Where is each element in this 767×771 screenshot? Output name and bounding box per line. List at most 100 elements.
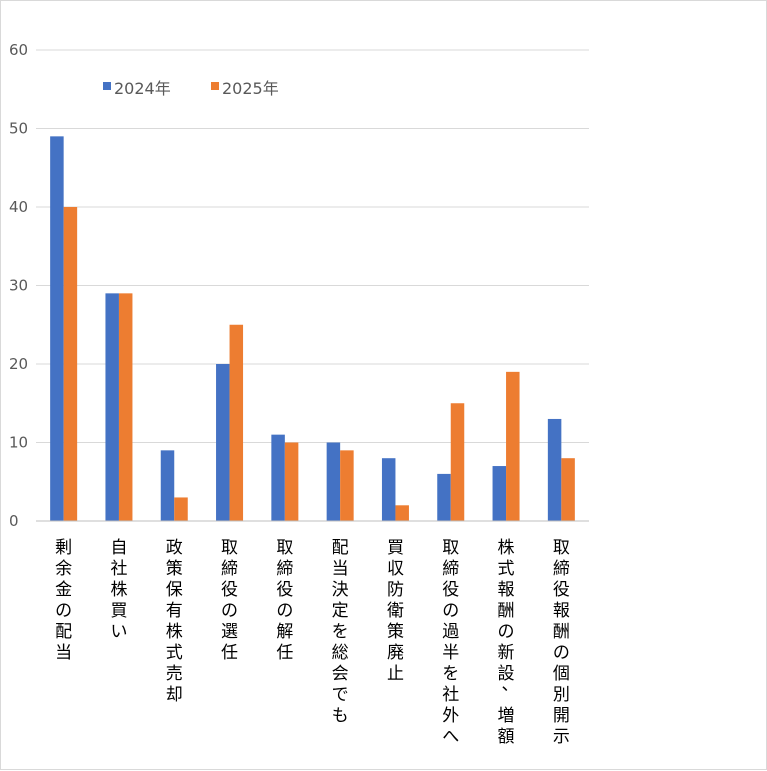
x-category-label-char: 有 [166,601,183,621]
x-category-label-char: 政 [166,538,183,558]
bar-series2-3 [229,324,244,521]
x-category-label-char: 任 [276,643,293,663]
bars [50,136,575,521]
x-category-label-char: 取 [221,538,238,558]
x-category-label-char: 策 [166,559,183,579]
x-category-label-char: 防 [387,580,404,600]
x-category-label-char: 個 [553,664,570,684]
x-category-label-char: 廃 [387,643,404,663]
x-category-label-char: 会 [332,664,349,684]
x-category-label-char: も [332,706,349,726]
legend-swatch [211,82,219,90]
x-category-label-char: 株 [166,622,183,642]
legend-swatch [103,82,111,90]
x-category-label-char: 締 [553,559,570,579]
y-tick-label: 60 [9,41,28,59]
x-category-label-char: 式 [498,559,515,579]
x-category-label-char: 役 [221,580,238,600]
x-category-label-char: 別 [553,685,570,705]
x-category-label-char: 締 [442,559,459,579]
x-category-label-char: 外 [442,706,459,726]
legend-label: 2024年 [114,79,171,98]
x-category-label-char: の [498,622,515,642]
x-category-label-char: の [55,601,72,621]
x-category-label-char: 式 [166,643,183,663]
x-category-label-char: 買 [387,538,404,558]
x-category-label-char: 買 [110,601,127,621]
legend-label: 2025年 [222,79,279,98]
x-category-label-char: 余 [55,559,72,579]
x-category-label-char: 社 [442,685,459,705]
x-category-label-char: 取 [442,538,459,558]
bar-series1-9 [547,418,562,521]
y-axis-tick-labels: 0 10 20 30 40 50 60 [9,41,28,530]
x-category-label-char: 示 [553,727,570,747]
x-axis-category-labels: 剰余金の配当自社株買い政策保有株式売却取締役の選任取締役の解任配当決定を総会でも… [55,538,570,747]
bar-series1-8 [492,466,507,521]
x-category-label-char: 定 [332,601,349,621]
x-category-label-char: 役 [553,580,570,600]
y-tick-label: 30 [9,277,28,295]
x-category-label-char: 報 [553,601,570,621]
x-category-label-char: 剰 [55,538,72,558]
x-category-label-char: 当 [55,643,72,663]
x-category-label-char: の [442,601,459,621]
y-tick-label: 10 [9,434,28,452]
x-category-label-char: 自 [110,538,127,558]
x-category-label-char: 開 [553,706,570,726]
x-category-label-char: 解 [276,622,293,642]
x-category-label-char: 策 [387,622,404,642]
bar-series1-5 [326,442,341,521]
x-category-label-char: 取 [276,538,293,558]
x-category-label-char: の [276,601,293,621]
bar-series2-4 [284,442,299,521]
x-category-label-char: 衛 [387,601,404,621]
x-category-label-char: 締 [221,559,238,579]
bar-series1-4 [271,434,285,521]
x-category-label-char: い [110,622,127,642]
x-category-label-char: 酬 [498,601,515,621]
x-category-label-char: 過 [442,622,459,642]
x-category-label-char: 株 [110,580,127,600]
x-category-label-char: 決 [332,580,349,600]
x-category-label-char: 当 [332,559,349,579]
x-category-label-char: 半 [442,643,459,663]
x-category-label-char: へ [442,727,459,747]
x-category-label-char: の [553,643,570,663]
x-category-label-char: 配 [55,622,72,642]
bar-series2-7 [450,403,465,521]
x-category-label-char: 却 [166,685,183,705]
bar-series2-2 [174,497,188,521]
x-category-label-char: 、 [502,675,519,695]
x-category-label-char: 株 [498,538,515,558]
x-category-label-char: 酬 [553,622,570,642]
x-category-label-char: 収 [387,559,404,579]
x-category-label-char: 取 [553,538,570,558]
x-category-label-char: を [332,622,349,642]
x-category-label-char: の [221,601,238,621]
x-category-label-char: 社 [110,559,127,579]
x-category-label-char: 報 [498,580,515,600]
x-category-label-char: 設 [498,664,515,684]
x-category-label-char: 保 [166,580,183,600]
x-category-label-char: 選 [221,622,238,642]
y-tick-label: 50 [9,120,28,138]
bar-series2-9 [561,458,575,521]
bar-series2-0 [63,207,78,521]
x-category-label-char: 配 [332,538,349,558]
bar-series1-1 [105,293,119,521]
bar-series2-5 [340,450,354,521]
bar-series1-7 [437,473,451,521]
bar-series1-6 [381,458,396,521]
x-category-label-char: で [332,685,349,705]
